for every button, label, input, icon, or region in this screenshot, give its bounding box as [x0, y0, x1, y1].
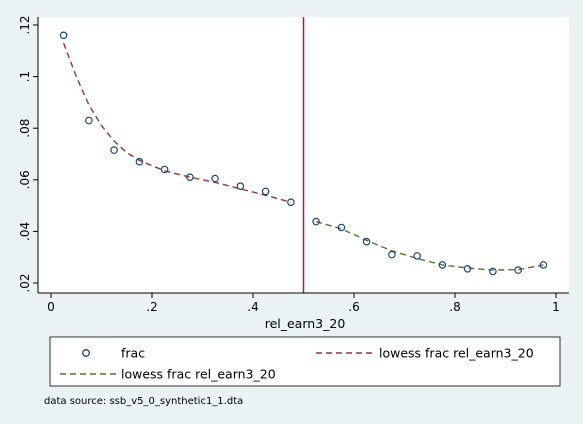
x-axis-label: rel_earn3_20: [265, 316, 346, 331]
data-point: [489, 267, 497, 276]
x-tick-label: .4: [247, 300, 258, 314]
x-tick-label: 0: [47, 300, 55, 314]
x-tick-label: 1: [552, 300, 560, 314]
x-tick-label: .6: [348, 300, 359, 314]
data-point: [337, 223, 346, 232]
legend-item-lowess-red: lowess frac rel_earn3_20: [316, 346, 534, 361]
data-point: [463, 264, 472, 273]
data-point: [539, 261, 548, 269]
x-tick-label: .8: [449, 300, 460, 314]
legend-marker-circle: [82, 349, 90, 357]
data-point: [388, 250, 396, 259]
data-point: [261, 187, 270, 196]
lowess-line-red: [62, 42, 292, 203]
axes: 0 .2 .4 .6 .8 1 .02 .04 .06 .08 .1 .12: [18, 15, 569, 314]
legend-label-lowess-green: lowess frac rel_earn3_20: [121, 367, 276, 382]
data-point: [362, 237, 371, 246]
data-point: [413, 252, 421, 260]
legend-item-frac: frac: [82, 346, 145, 361]
data-point: [135, 157, 144, 166]
data-point: [211, 174, 219, 183]
legend-label-frac: frac: [121, 346, 145, 361]
y-tick-label: .12: [18, 15, 32, 34]
legend-item-lowess-green: lowess frac rel_earn3_20: [60, 367, 276, 382]
y-tick-label: .08: [18, 119, 32, 138]
data-source-note: data source: ssb_v5_0_synthetic1_1.dta: [44, 396, 243, 407]
legend-label-lowess-red: lowess frac rel_earn3_20: [379, 346, 534, 361]
data-point: [438, 261, 447, 269]
data-point: [186, 173, 194, 182]
legend-box: [49, 336, 561, 387]
y-tick-label: .04: [18, 222, 32, 241]
data-point: [514, 266, 522, 274]
data-point: [160, 165, 169, 174]
data-point: [85, 116, 93, 125]
lowess-line-green: [315, 220, 544, 271]
plot-layer: [59, 17, 548, 293]
y-tick-label: .02: [18, 273, 32, 292]
data-point: [59, 31, 68, 40]
x-tick-label: .2: [146, 300, 157, 314]
y-tick-label: .1: [18, 71, 32, 82]
data-point: [236, 182, 245, 191]
data-point: [312, 217, 320, 226]
data-point: [287, 198, 295, 207]
y-tick-label: .06: [18, 170, 32, 189]
data-point: [110, 146, 118, 154]
